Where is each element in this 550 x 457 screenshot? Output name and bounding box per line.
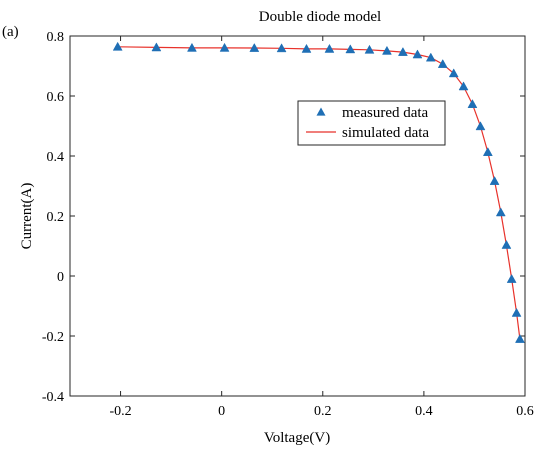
y-axis: -0.4 -0.2 0 0.2 0.4 0.6 0.8 (42, 30, 525, 405)
measured-point (482, 147, 493, 156)
measured-point (475, 121, 486, 131)
y-axis-label: Current(A) (19, 183, 35, 250)
y-tick-label: 0 (57, 270, 64, 285)
measured-point (324, 43, 335, 53)
measured-point (412, 49, 423, 59)
panel-label: (a) (2, 24, 19, 40)
legend-marker-measured (316, 107, 326, 116)
measured-point (364, 44, 375, 54)
x-tick-label: 0 (218, 404, 225, 419)
y-tick-label: 0.8 (47, 30, 65, 45)
simulated-line (117, 46, 521, 340)
measured-point (425, 52, 436, 62)
x-axis-label: Voltage(V) (264, 430, 330, 446)
measured-point (151, 42, 162, 52)
measured-point (458, 81, 469, 91)
legend-box (297, 100, 446, 146)
measured-series (112, 41, 525, 343)
measured-point (467, 99, 478, 108)
measured-point (276, 43, 287, 53)
x-tick-label: 0.6 (516, 404, 534, 419)
measured-point (515, 333, 525, 343)
measured-point (495, 207, 506, 217)
measured-point (397, 47, 408, 56)
measured-point (511, 307, 522, 317)
x-tick-label: -0.2 (109, 404, 131, 419)
legend: measured data simulated data (297, 100, 446, 146)
legend-label-measured: measured data (342, 105, 429, 121)
y-tick-label: 0.4 (47, 150, 65, 165)
measured-point (219, 42, 230, 52)
measured-point (448, 68, 459, 78)
simulated-series (117, 46, 521, 340)
x-tick-label: 0.4 (415, 404, 433, 419)
y-tick-label: 0.2 (47, 210, 65, 225)
measured-point (187, 42, 197, 52)
plot-area (69, 35, 526, 397)
measured-point (501, 239, 512, 249)
y-tick-label: 0.6 (47, 90, 65, 105)
chart-title: Double diode model (259, 9, 381, 25)
measured-point (112, 41, 123, 51)
measured-point (437, 59, 448, 68)
y-tick-label: -0.4 (42, 390, 64, 405)
measured-point (249, 42, 260, 52)
x-axis: -0.2 0 0.2 0.4 0.6 (109, 36, 534, 419)
measured-point (301, 43, 312, 53)
measured-point (489, 176, 500, 185)
measured-point (382, 45, 392, 55)
x-tick-label: 0.2 (314, 404, 332, 419)
measured-point (345, 44, 356, 54)
legend-label-simulated: simulated data (342, 125, 429, 141)
measured-point (506, 273, 517, 283)
y-tick-label: -0.2 (42, 330, 64, 345)
